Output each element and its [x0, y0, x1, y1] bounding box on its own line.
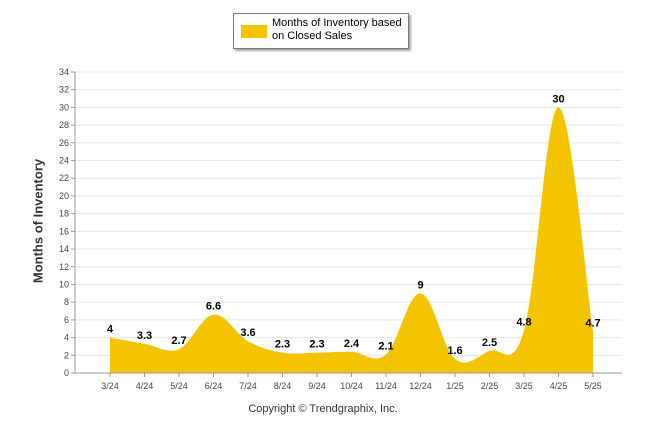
- area-fill: [110, 107, 593, 373]
- x-tick-label: 11/24: [375, 381, 397, 391]
- y-tick-label: 14: [59, 244, 69, 254]
- data-label: 2.4: [344, 338, 360, 350]
- x-tick-label: 8/24: [274, 381, 292, 391]
- x-tick-label: 5/25: [584, 381, 602, 391]
- y-axis-title: Months of Inventory: [30, 158, 46, 284]
- y-tick-label: 28: [59, 120, 69, 130]
- x-tick-label: 2/25: [481, 381, 499, 391]
- y-tick-label: 30: [59, 102, 69, 112]
- y-tick-label: 12: [59, 262, 69, 272]
- y-tick-label: 22: [59, 173, 69, 183]
- data-label: 3.3: [137, 330, 152, 342]
- data-label: 2.5: [482, 337, 497, 349]
- x-tick-label: 4/25: [550, 381, 568, 391]
- y-tick-label: 24: [59, 156, 69, 166]
- data-label: 1.6: [447, 345, 462, 357]
- y-tick-label: 34: [59, 67, 69, 77]
- y-tick-label: 18: [59, 209, 69, 219]
- y-tick-label: 2: [64, 350, 69, 360]
- data-label: 2.7: [171, 335, 186, 347]
- x-tick-label: 12/24: [409, 381, 432, 391]
- y-tick-label: 20: [59, 191, 69, 201]
- x-tick-label: 10/24: [340, 381, 363, 391]
- x-tick-label: 9/24: [308, 381, 326, 391]
- data-label: 2.3: [275, 339, 290, 351]
- x-tick-label: 3/24: [101, 381, 119, 391]
- y-tick-label: 10: [59, 279, 69, 289]
- legend-swatch: [241, 25, 267, 38]
- data-labels: 4 3.3 2.7 6.6 3.6 2.3 2.3 2.4 2.1 9 1.6 2.5 4.8 30 4.7: [107, 93, 601, 356]
- data-label: 4: [107, 324, 114, 336]
- y-tick-label: 4: [64, 333, 69, 343]
- y-tick-label: 26: [59, 138, 69, 148]
- x-tick-label: 3/25: [515, 381, 533, 391]
- legend-label: Months of Inventory based on Closed Sale…: [272, 17, 402, 42]
- x-tick-label: 5/24: [170, 381, 188, 391]
- data-label: 4.8: [516, 317, 531, 329]
- legend: Months of Inventory based on Closed Sale…: [233, 13, 409, 49]
- x-tick-label: 6/24: [205, 381, 223, 391]
- x-axis-ticks: 3/24 4/24 5/24 6/24 7/24 8/24 9/24 10/24 11/24 12…: [101, 373, 602, 391]
- y-tick-label: 6: [64, 315, 69, 325]
- y-tick-label: 8: [64, 297, 69, 307]
- copyright-text: Copyright © Trendgraphix, Inc.: [248, 403, 398, 415]
- data-label: 3.6: [240, 327, 255, 339]
- y-tick-label: 32: [59, 85, 69, 95]
- x-tick-label: 7/24: [239, 381, 257, 391]
- y-tick-label: 0: [64, 368, 69, 378]
- data-label: 9: [417, 279, 423, 291]
- data-label: 6.6: [206, 301, 221, 313]
- y-tick-label: 16: [59, 226, 69, 236]
- x-tick-label: 1/25: [446, 381, 464, 391]
- data-label: 2.1: [378, 340, 393, 352]
- data-label: 4.7: [585, 317, 600, 329]
- data-label: 30: [552, 93, 564, 105]
- area-series: [110, 107, 593, 373]
- grid-lines: [75, 71, 622, 356]
- axes: [74, 72, 622, 374]
- data-label: 2.3: [309, 339, 324, 351]
- x-tick-label: 4/24: [136, 381, 154, 391]
